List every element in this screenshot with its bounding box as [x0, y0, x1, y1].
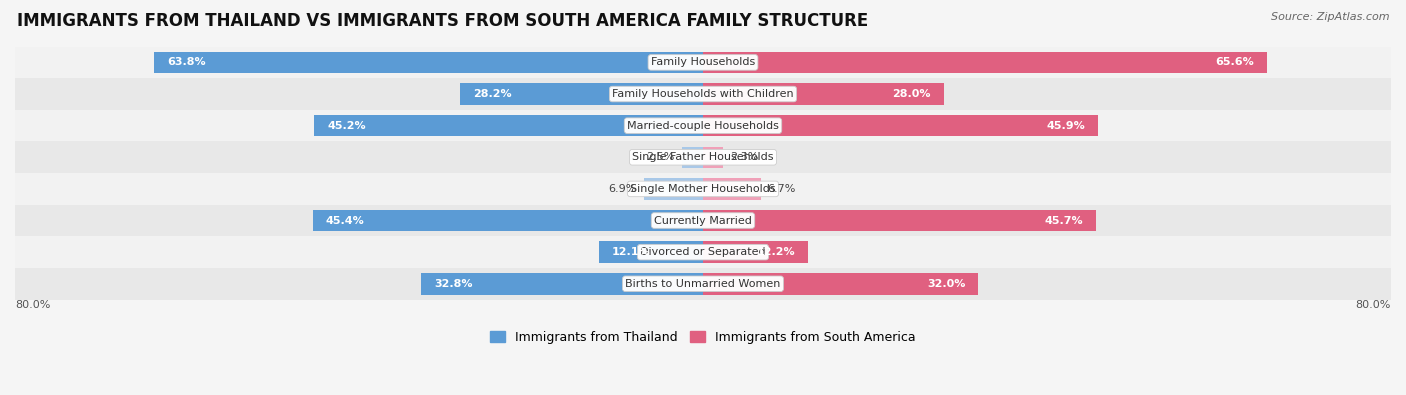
Text: 80.0%: 80.0% [15, 299, 51, 310]
Bar [315, 115, 703, 136]
Bar [703, 178, 761, 199]
Text: 45.4%: 45.4% [325, 216, 364, 226]
Text: Divorced or Separated: Divorced or Separated [640, 247, 766, 257]
Bar [703, 273, 979, 295]
Bar [15, 141, 1391, 173]
Bar [703, 241, 808, 263]
Text: 12.2%: 12.2% [756, 247, 794, 257]
Bar [420, 273, 703, 295]
Text: 6.7%: 6.7% [768, 184, 796, 194]
Bar [15, 78, 1391, 110]
Bar [15, 268, 1391, 299]
Bar [703, 147, 723, 168]
Text: Single Mother Households: Single Mother Households [630, 184, 776, 194]
Bar [703, 210, 1097, 231]
Text: 45.7%: 45.7% [1045, 216, 1083, 226]
Text: 45.2%: 45.2% [328, 120, 366, 131]
Bar [682, 147, 703, 168]
Bar [312, 210, 703, 231]
Text: IMMIGRANTS FROM THAILAND VS IMMIGRANTS FROM SOUTH AMERICA FAMILY STRUCTURE: IMMIGRANTS FROM THAILAND VS IMMIGRANTS F… [17, 12, 868, 30]
Text: 32.8%: 32.8% [434, 279, 472, 289]
Text: 2.3%: 2.3% [730, 152, 758, 162]
Text: 65.6%: 65.6% [1216, 57, 1254, 68]
Bar [15, 110, 1391, 141]
Bar [703, 52, 1267, 73]
Text: 28.2%: 28.2% [474, 89, 512, 99]
Legend: Immigrants from Thailand, Immigrants from South America: Immigrants from Thailand, Immigrants fro… [485, 326, 921, 349]
Bar [644, 178, 703, 199]
Bar [15, 236, 1391, 268]
Bar [703, 83, 943, 105]
Text: Births to Unmarried Women: Births to Unmarried Women [626, 279, 780, 289]
Text: 45.9%: 45.9% [1046, 120, 1085, 131]
Text: Currently Married: Currently Married [654, 216, 752, 226]
Text: Source: ZipAtlas.com: Source: ZipAtlas.com [1271, 12, 1389, 22]
Bar [15, 47, 1391, 78]
Text: 12.1%: 12.1% [612, 247, 651, 257]
Bar [15, 173, 1391, 205]
Text: Family Households with Children: Family Households with Children [612, 89, 794, 99]
Text: 6.9%: 6.9% [609, 184, 637, 194]
Text: 28.0%: 28.0% [893, 89, 931, 99]
Text: Single Father Households: Single Father Households [633, 152, 773, 162]
Bar [155, 52, 703, 73]
Bar [703, 115, 1098, 136]
Text: 63.8%: 63.8% [167, 57, 205, 68]
Text: Married-couple Households: Married-couple Households [627, 120, 779, 131]
Bar [599, 241, 703, 263]
Bar [15, 205, 1391, 236]
Text: Family Households: Family Households [651, 57, 755, 68]
Bar [461, 83, 703, 105]
Text: 32.0%: 32.0% [927, 279, 966, 289]
Text: 2.5%: 2.5% [647, 152, 675, 162]
Text: 80.0%: 80.0% [1355, 299, 1391, 310]
